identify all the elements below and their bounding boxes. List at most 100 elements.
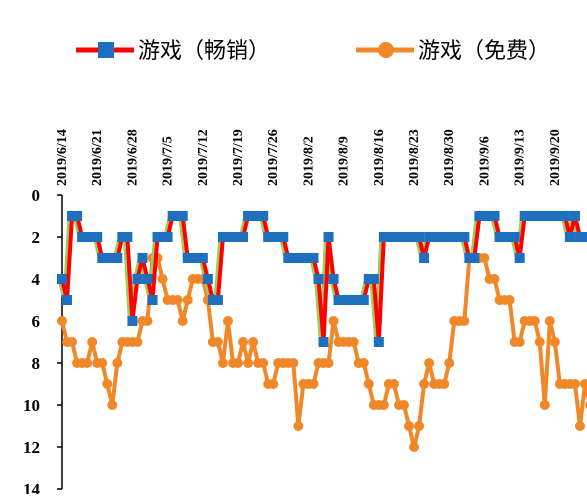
legend: 游戏（畅销） 游戏（免费）: [76, 39, 550, 64]
point-free: [504, 295, 515, 305]
point-bestseller: [107, 253, 118, 263]
point-bestseller: [238, 232, 249, 242]
point-bestseller: [127, 316, 138, 326]
point-bestseller: [434, 232, 445, 242]
point-free: [388, 379, 399, 389]
point-bestseller: [182, 253, 193, 263]
point-bestseller: [137, 253, 148, 263]
point-bestseller: [419, 253, 430, 263]
point-bestseller: [479, 211, 490, 221]
x-tick-label: 2019/7/26: [266, 129, 281, 186]
point-free: [439, 379, 450, 389]
point-free: [414, 421, 425, 431]
point-bestseller: [243, 211, 254, 221]
point-bestseller: [429, 232, 440, 242]
point-bestseller: [398, 232, 409, 242]
point-free: [358, 358, 369, 368]
x-axis-top: 2019/6/14 2019/6/21 2019/6/28 2019/7/5 2019/…: [55, 129, 563, 186]
point-free: [534, 337, 545, 347]
point-bestseller: [102, 253, 113, 263]
point-bestseller: [172, 211, 183, 221]
y-tick-label: 14: [23, 480, 41, 494]
point-bestseller: [212, 295, 223, 305]
point-bestseller: [348, 295, 359, 305]
point-bestseller: [474, 211, 485, 221]
point-bestseller: [469, 253, 480, 263]
point-bestseller: [580, 232, 587, 242]
point-bestseller: [248, 211, 259, 221]
point-free: [112, 358, 123, 368]
point-bestseller: [338, 295, 349, 305]
point-bestseller: [142, 274, 153, 284]
point-free: [212, 337, 223, 347]
point-bestseller: [378, 232, 389, 242]
point-bestseller: [288, 253, 299, 263]
x-tick-label: 2019/8/2: [301, 136, 316, 186]
y-tick-label: 6: [32, 312, 41, 331]
point-bestseller: [439, 232, 450, 242]
point-bestseller: [132, 274, 143, 284]
point-bestseller: [122, 232, 133, 242]
point-free: [529, 316, 540, 326]
x-tick-label: 2019/9/6: [477, 136, 492, 186]
point-bestseller: [404, 232, 415, 242]
point-bestseller: [524, 211, 535, 221]
x-tick-label: 2019/9/20: [548, 129, 563, 186]
point-bestseller: [258, 211, 269, 221]
point-free: [258, 358, 269, 368]
point-free: [363, 379, 374, 389]
point-bestseller: [62, 295, 73, 305]
point-bestseller: [449, 232, 460, 242]
point-bestseller: [534, 211, 545, 221]
point-free: [238, 337, 249, 347]
point-bestseller: [383, 232, 394, 242]
point-bestseller: [529, 211, 540, 221]
point-bestseller: [283, 253, 294, 263]
point-bestseller: [323, 232, 334, 242]
point-free: [142, 316, 153, 326]
point-free: [479, 253, 490, 263]
point-free: [233, 358, 244, 368]
x-tick-label: 2019/8/23: [407, 129, 422, 186]
point-free: [87, 337, 98, 347]
point-bestseller: [549, 211, 560, 221]
point-free: [419, 379, 430, 389]
point-bestseller: [499, 232, 510, 242]
legend-item-free: 游戏（免费）: [356, 39, 550, 64]
point-bestseller: [152, 232, 163, 242]
point-bestseller: [187, 253, 198, 263]
point-free: [222, 316, 233, 326]
point-free: [268, 379, 279, 389]
point-bestseller: [278, 232, 289, 242]
point-bestseller: [197, 253, 208, 263]
point-free: [248, 337, 259, 347]
point-bestseller: [519, 211, 530, 221]
point-free: [489, 274, 500, 284]
point-bestseller: [263, 232, 274, 242]
point-bestseller: [494, 232, 505, 242]
point-free: [323, 358, 334, 368]
point-bestseller: [484, 211, 495, 221]
point-bestseller: [393, 232, 404, 242]
x-tick-label: 2019/6/14: [55, 129, 70, 186]
point-free: [544, 316, 555, 326]
x-tick-label: 2019/8/16: [372, 129, 387, 186]
point-free: [177, 316, 188, 326]
x-tick-label: 2019/8/9: [337, 136, 352, 186]
point-free: [182, 295, 193, 305]
point-free: [57, 316, 67, 326]
point-bestseller: [409, 232, 420, 242]
point-bestseller: [97, 253, 108, 263]
x-tick-label: 2019/6/28: [125, 129, 140, 186]
point-bestseller: [444, 232, 455, 242]
legend-label-bestseller: 游戏（畅销）: [138, 39, 270, 64]
point-free: [549, 337, 560, 347]
x-tick-label: 2019/8/30: [442, 129, 457, 186]
point-bestseller: [72, 211, 83, 221]
point-free: [107, 400, 118, 410]
point-bestseller: [554, 211, 565, 221]
point-bestseller: [328, 274, 339, 284]
x-tick-label: 2019/6/21: [90, 129, 105, 186]
point-bestseller: [87, 232, 98, 242]
